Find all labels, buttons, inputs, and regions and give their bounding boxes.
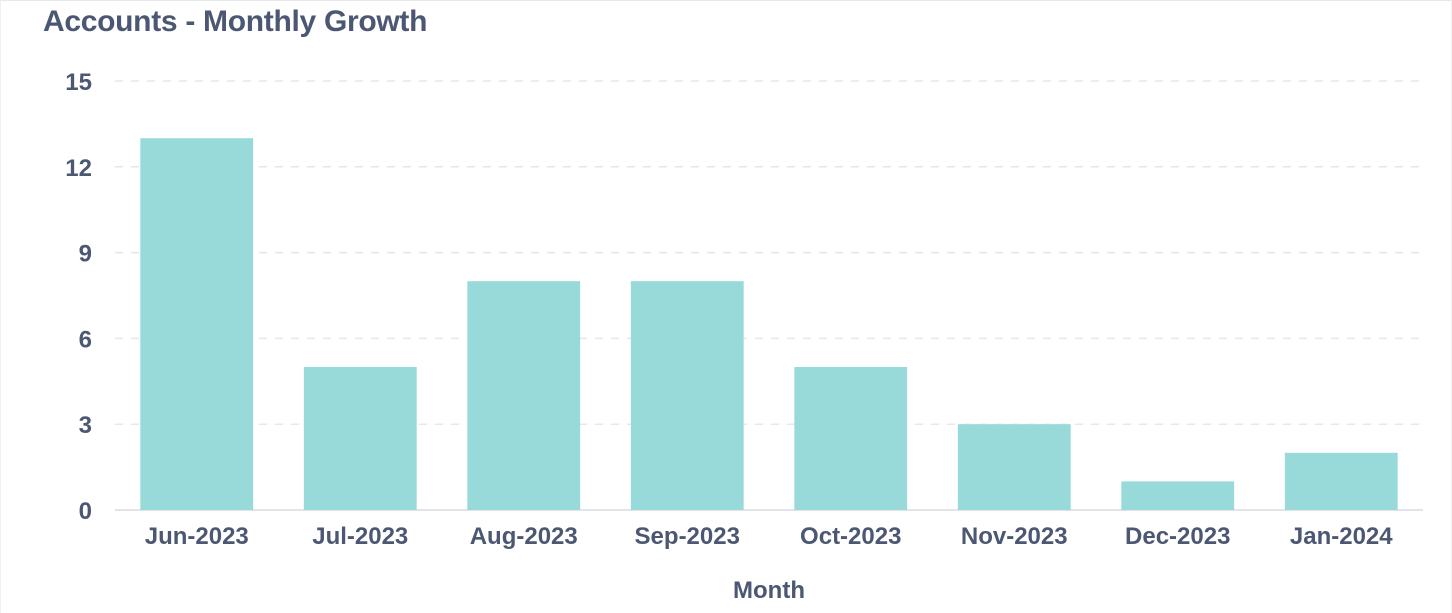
x-tick-label: Dec-2023	[1125, 523, 1230, 550]
bar-sep-2023[interactable]	[630, 281, 744, 510]
bars	[140, 138, 1398, 510]
x-axis-title: Month	[733, 577, 805, 604]
x-tick-label: Aug-2023	[470, 523, 578, 550]
x-axis-ticks: Jun-2023 Jul-2023 Aug-2023 Sep-2023 Oct-2023…	[145, 523, 1394, 550]
bar-dec-2023[interactable]	[1121, 481, 1235, 510]
x-tick-label: Jun-2023	[145, 523, 249, 550]
x-tick-label: Jan-2024	[1290, 523, 1393, 550]
y-axis-ticks: 0 3 6 9 12 15	[65, 69, 92, 525]
x-tick-label: Oct-2023	[800, 523, 901, 550]
y-tick-label: 3	[79, 412, 92, 439]
y-tick-label: 9	[79, 241, 92, 268]
bar-aug-2023[interactable]	[467, 281, 581, 510]
y-tick-label: 12	[65, 155, 92, 182]
x-tick-label: Jul-2023	[312, 523, 408, 550]
y-tick-label: 15	[65, 69, 92, 96]
y-tick-label: 0	[79, 498, 92, 525]
bar-oct-2023[interactable]	[794, 367, 908, 510]
bar-jan-2024[interactable]	[1284, 452, 1398, 510]
chart-title[interactable]: Accounts - Monthly Growth	[43, 5, 428, 38]
x-tick-label: Nov-2023	[961, 523, 1068, 550]
bar-jul-2023[interactable]	[303, 367, 417, 510]
y-tick-label: 6	[79, 326, 92, 353]
bar-jun-2023[interactable]	[140, 138, 254, 510]
x-tick-label: Sep-2023	[635, 523, 740, 550]
bar-nov-2023[interactable]	[957, 424, 1071, 510]
